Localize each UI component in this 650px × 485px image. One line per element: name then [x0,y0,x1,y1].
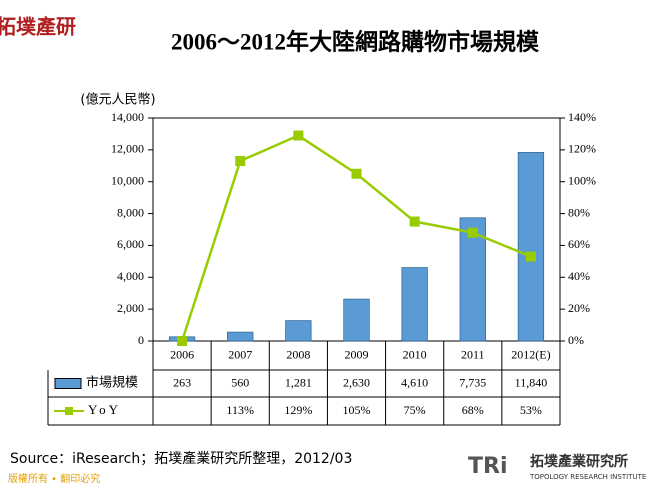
y2-tick-label: 20% [568,301,590,315]
bar [343,298,370,342]
table-value: 1,281 [285,375,312,389]
yoy-marker [177,336,188,346]
table-value: 560 [231,375,249,389]
table-value: 263 [173,375,191,389]
x-tick-label: 2011 [461,347,485,361]
yoy-marker [235,156,246,167]
source: Source：iResearch；拓墣產業研究所整理，2012/03 [10,450,352,467]
x-tick-label: 2012(E) [511,347,550,361]
table-value: 2,630 [343,375,370,389]
legend-swatch [54,378,82,389]
yoy-marker [525,251,536,262]
y-tick-label: 2,000 [117,301,144,315]
legend-label: 市場規模 [86,374,138,389]
bar [517,152,545,342]
bar [459,217,486,342]
x-tick-label: 2009 [345,347,369,361]
y-tick-label: 0 [138,333,144,347]
y-tick-label: 12,000 [111,142,144,156]
table-value: 68% [462,403,484,417]
x-tick-label: 2008 [286,347,310,361]
table-value: 4,610 [401,375,428,389]
y-tick-label: 10,000 [111,173,144,187]
table-value: 75% [404,403,426,417]
table-value: 129% [284,403,312,417]
y-axis-label: (億元人民幣) [80,92,155,108]
yoy-marker [467,227,478,238]
org-name: 拓墣產業研究所 [530,453,628,470]
y-tick-label: 4,000 [117,269,144,283]
bar [227,331,254,342]
table-value: 105% [343,403,371,417]
logo: 拓墣產研 [0,15,76,39]
x-tick-label: 2007 [228,347,252,361]
table-value: 113% [226,403,254,417]
y2-tick-label: 40% [568,269,590,283]
yoy-marker [293,130,304,141]
x-tick-label: 2006 [170,347,194,361]
y2-tick-label: 0% [568,333,584,347]
y2-tick-label: 80% [568,205,590,219]
copyright: 版權所有 • 翻印必究 [8,472,100,485]
brand: TRi [468,454,508,479]
footer-bar [0,472,650,485]
bar [401,267,428,342]
y-tick-label: 14,000 [111,110,144,124]
legend-label: YoY [88,402,121,417]
chart-title: 2006～2012年大陸網路購物市場規模 [171,28,540,54]
y2-tick-label: 140% [568,110,596,124]
bar [285,320,312,342]
org-english: TOPOLOGY RESEARCH INSTITUTE [529,473,646,481]
yoy-marker [351,168,362,179]
yoy-marker [409,216,420,227]
legend-marker [65,407,73,415]
y-tick-label: 6,000 [117,237,144,251]
y2-tick-label: 100% [568,173,596,187]
y2-tick-label: 120% [568,142,596,156]
y2-tick-label: 60% [568,237,590,251]
y-tick-label: 8,000 [117,205,144,219]
table-value: 11,840 [515,375,548,389]
x-tick-label: 2010 [403,347,427,361]
table-value: 53% [520,403,542,417]
table-value: 7,735 [459,375,486,389]
